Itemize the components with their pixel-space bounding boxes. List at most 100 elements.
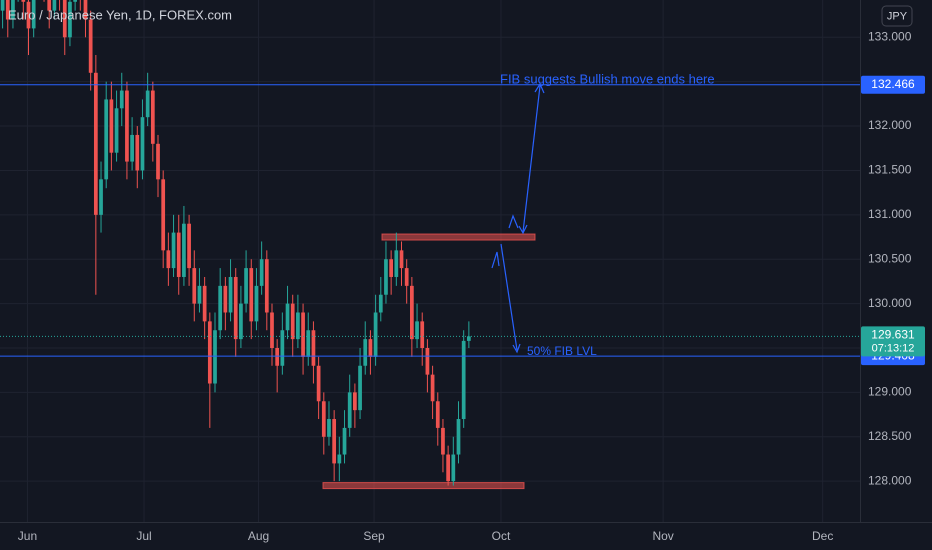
zone xyxy=(322,482,525,490)
candle-body xyxy=(456,419,461,455)
currency-button[interactable] xyxy=(881,5,913,27)
y-tick-label: 133.000 xyxy=(868,29,912,43)
candle-body xyxy=(104,99,109,180)
candle-body xyxy=(109,99,114,153)
candle-body xyxy=(332,419,337,464)
candle-body xyxy=(26,1,31,29)
candle-body xyxy=(415,321,419,340)
candle-body xyxy=(270,312,274,348)
candle-body xyxy=(135,134,140,171)
candle-body xyxy=(363,339,368,366)
y-tick-label: 131.000 xyxy=(868,207,912,221)
price-label: 132.466 xyxy=(871,77,915,91)
price-label-bg xyxy=(861,75,925,94)
candle-body xyxy=(461,340,466,420)
countdown-label: 07:13:12 xyxy=(872,342,915,354)
candle-body xyxy=(119,90,124,109)
candle-body xyxy=(389,259,394,277)
annotation: FIB suggests Bullish move ends here xyxy=(500,71,715,86)
candle-body xyxy=(301,312,305,357)
candle-body xyxy=(394,250,399,277)
x-tick-label: Jun xyxy=(18,529,37,543)
y-tick-label: 132.000 xyxy=(868,118,912,132)
y-tick-label: 128.000 xyxy=(868,473,912,487)
drawings: FIB suggests Bullish move ends here 50% … xyxy=(491,71,715,358)
candle-body xyxy=(311,330,316,366)
candle-body xyxy=(11,0,15,20)
arrowhead xyxy=(512,343,521,354)
candle-body xyxy=(316,365,321,402)
plot xyxy=(0,0,860,490)
candle-body xyxy=(228,276,233,313)
candle-body xyxy=(88,19,93,73)
candle-body xyxy=(197,285,202,304)
candle-body xyxy=(182,223,186,277)
candle-body xyxy=(425,348,430,375)
candle-body xyxy=(213,330,217,384)
candle-body xyxy=(410,285,414,340)
candle-body xyxy=(347,392,352,428)
zone xyxy=(381,233,536,241)
candle-body xyxy=(264,259,269,313)
x-tick-label: Dec xyxy=(812,529,833,543)
candle-body xyxy=(114,108,119,153)
x-tick-label: Jul xyxy=(136,529,151,543)
candle-body xyxy=(73,0,77,2)
last-price-bg xyxy=(861,326,925,357)
candle-body xyxy=(192,268,197,304)
candle-body xyxy=(306,330,311,357)
axes: 128.000128.500129.000129.500130.000130.5… xyxy=(18,29,925,543)
candle-body xyxy=(337,454,342,464)
candle-body xyxy=(327,419,331,437)
currency-label[interactable]: JPY xyxy=(887,10,908,22)
annotation: 50% FIB LVL xyxy=(527,344,597,358)
candle-body xyxy=(207,321,212,384)
candle-body xyxy=(93,72,98,215)
arrowhead xyxy=(491,251,500,269)
y-tick-label: 128.500 xyxy=(868,429,912,443)
candle-body xyxy=(466,336,471,341)
x-tick-label: Sep xyxy=(363,529,385,543)
arrow-line xyxy=(500,243,518,351)
candle-body xyxy=(130,134,134,162)
y-tick-label: 129.000 xyxy=(868,385,912,399)
candle-body xyxy=(233,276,238,340)
candle-body xyxy=(358,365,362,411)
x-tick-label: Aug xyxy=(248,529,269,543)
candle-body xyxy=(404,268,409,286)
candle-body xyxy=(280,330,285,366)
arrowhead xyxy=(534,82,545,94)
candle-body xyxy=(68,1,72,38)
candle-body xyxy=(31,0,36,29)
arrowhead xyxy=(508,214,519,229)
candle-body xyxy=(430,374,435,402)
candle-body xyxy=(161,179,166,251)
candle-body xyxy=(21,0,26,2)
arrow-line xyxy=(522,85,541,233)
candle-body xyxy=(47,0,52,11)
candle-body xyxy=(52,0,57,11)
x-tick-label: Oct xyxy=(492,529,511,543)
y-tick-label: 131.500 xyxy=(868,163,912,177)
candle-body xyxy=(202,285,207,322)
y-tick-label: 130.500 xyxy=(868,251,912,265)
candle-body xyxy=(99,179,103,215)
candle-body xyxy=(140,117,145,171)
last-price-label: 129.631 xyxy=(871,328,915,342)
candle-body xyxy=(342,427,347,455)
candle-body xyxy=(285,303,290,331)
candle-body xyxy=(5,0,10,20)
candle-body xyxy=(83,0,88,20)
candle-body xyxy=(223,285,228,313)
candle-body xyxy=(150,90,155,144)
candle-body xyxy=(244,268,248,304)
candle-body xyxy=(171,232,176,269)
candle-body xyxy=(275,348,280,366)
candle-body xyxy=(290,303,295,340)
candle-body xyxy=(145,90,150,118)
candle-body xyxy=(249,268,254,322)
candle-body xyxy=(368,339,373,357)
candle-body xyxy=(166,250,171,269)
candle-body xyxy=(451,454,456,482)
